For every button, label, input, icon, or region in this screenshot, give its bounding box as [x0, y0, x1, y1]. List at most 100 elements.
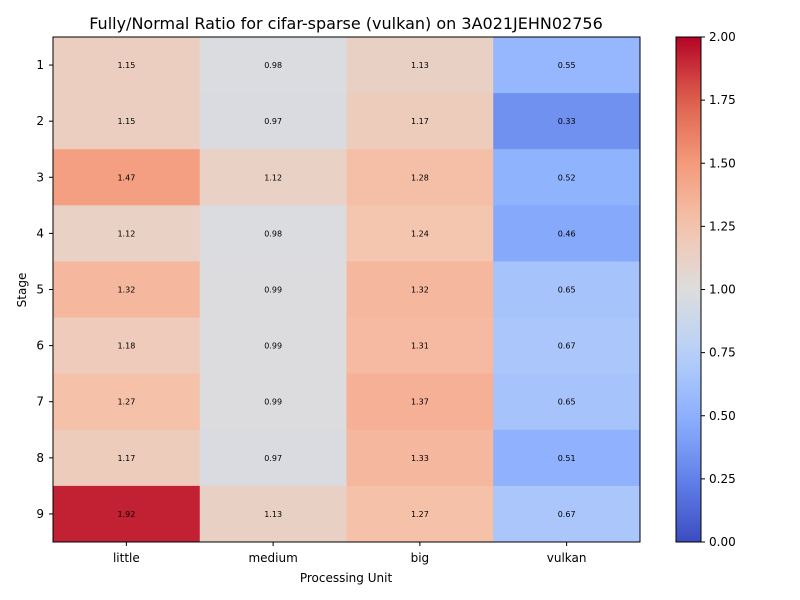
heatmap-cell [53, 93, 201, 150]
heatmap-cell [346, 317, 494, 375]
cell-value-label: 0.99 [264, 342, 282, 351]
heatmap-cell [493, 93, 641, 150]
colorbar-tick-label: 2.00 [709, 30, 736, 44]
heatmap-cell [346, 373, 494, 431]
cell-value-label: 0.98 [264, 61, 282, 70]
heatmap-cell [346, 149, 494, 206]
heatmap-cell [199, 485, 347, 543]
heatmap-cell [493, 261, 641, 319]
cell-value-label: 0.99 [264, 286, 282, 295]
heatmap-cells [53, 37, 641, 543]
heatmap-cell [53, 373, 201, 431]
x-tick-label: medium [248, 551, 297, 565]
heatmap-cell [199, 149, 347, 206]
y-tick-label: 1 [36, 58, 44, 72]
heatmap-cell [53, 205, 201, 262]
cell-value-label: 0.33 [558, 117, 576, 126]
colorbar-tick-label: 0.75 [709, 346, 736, 360]
cell-value-label: 1.15 [117, 117, 135, 126]
cell-value-label: 0.98 [264, 229, 282, 238]
heatmap-cell [346, 429, 494, 487]
heatmap-cell [53, 429, 201, 487]
heatmap-cell [493, 37, 641, 94]
cell-value-label: 1.32 [117, 286, 135, 295]
cell-value-label: 1.27 [411, 510, 429, 519]
heatmap-cell [346, 485, 494, 543]
heatmap-cell [199, 373, 347, 431]
cell-value-label: 0.67 [558, 510, 576, 519]
x-axis-ticks: little medium big vulkan [113, 542, 587, 565]
y-tick-label: 3 [36, 170, 44, 184]
cell-value-label: 0.99 [264, 398, 282, 407]
cell-value-label: 1.17 [117, 454, 135, 463]
cell-value-label: 0.46 [558, 229, 576, 238]
heatmap-cell-labels: 1.15 0.98 1.13 0.55 1.15 0.97 1.17 0.33 1.47 1.12… [117, 61, 575, 519]
colorbar-tick-label: 1.00 [709, 283, 736, 297]
x-tick-label: big [411, 551, 430, 565]
cell-value-label: 0.65 [558, 398, 576, 407]
chart-title: Fully/Normal Ratio for cifar-sparse (vul… [89, 14, 603, 33]
heatmap-cell [493, 205, 641, 262]
heatmap-cell [493, 485, 641, 543]
cell-value-label: 1.12 [264, 173, 282, 182]
heatmap-cell [53, 485, 201, 543]
cell-value-label: 1.13 [411, 61, 429, 70]
heatmap-cell [346, 261, 494, 319]
heatmap-cell [199, 37, 347, 94]
heatmap-cell [493, 149, 641, 206]
heatmap-cell [199, 429, 347, 487]
y-axis-title: Stage [15, 273, 29, 308]
heatmap-cell [346, 37, 494, 94]
heatmap-cell [493, 373, 641, 431]
cell-value-label: 0.51 [558, 454, 576, 463]
y-tick-label: 5 [36, 283, 44, 297]
cell-value-label: 1.28 [411, 173, 429, 182]
cell-value-label: 1.18 [117, 342, 135, 351]
colorbar-tick-label: 0.50 [709, 409, 736, 423]
heatmap-cell [199, 317, 347, 375]
cell-value-label: 1.24 [411, 229, 429, 238]
x-axis-title: Processing Unit [300, 571, 393, 585]
cell-value-label: 0.97 [264, 454, 282, 463]
x-tick-label: vulkan [547, 551, 587, 565]
heatmap-cell [199, 93, 347, 150]
cell-value-label: 1.37 [411, 398, 429, 407]
colorbar-tick-label: 0.25 [709, 472, 736, 486]
heatmap-cell [199, 205, 347, 262]
heatmap-cell [53, 37, 201, 94]
heatmap-cell [53, 149, 201, 206]
y-axis-ticks: 1 2 3 4 5 6 7 8 9 [36, 58, 53, 521]
cell-value-label: 0.65 [558, 286, 576, 295]
heatmap-cell [53, 261, 201, 319]
y-tick-label: 6 [36, 339, 44, 353]
cell-value-label: 1.31 [411, 342, 429, 351]
heatmap-cell [493, 429, 641, 487]
heatmap-cell [346, 93, 494, 150]
colorbar-tick-label: 1.75 [709, 93, 736, 107]
cell-value-label: 1.12 [117, 229, 135, 238]
cell-value-label: 1.32 [411, 286, 429, 295]
cell-value-label: 1.13 [264, 510, 282, 519]
cell-value-label: 0.52 [558, 173, 576, 182]
cell-value-label: 0.67 [558, 342, 576, 351]
colorbar-tick-label: 0.00 [709, 535, 736, 549]
y-tick-label: 2 [36, 114, 44, 128]
y-tick-label: 9 [36, 507, 44, 521]
y-tick-label: 7 [36, 395, 44, 409]
colorbar-ticks: 0.00 0.25 0.50 0.75 1.00 1.25 1.50 1.75 2.00 [701, 30, 736, 549]
cell-value-label: 0.97 [264, 117, 282, 126]
colorbar [675, 36, 702, 543]
colorbar-tick-label: 1.50 [709, 156, 736, 170]
heatmap-cell [346, 205, 494, 262]
y-tick-label: 8 [36, 451, 44, 465]
x-tick-label: little [113, 551, 140, 565]
cell-value-label: 1.47 [117, 173, 135, 182]
cell-value-label: 1.17 [411, 117, 429, 126]
heatmap-cell [199, 261, 347, 319]
cell-value-label: 1.92 [117, 510, 135, 519]
cell-value-label: 1.33 [411, 454, 429, 463]
cell-value-label: 0.55 [558, 61, 576, 70]
heatmap-cell [53, 317, 201, 375]
cell-value-label: 1.27 [117, 398, 135, 407]
y-tick-label: 4 [36, 226, 44, 240]
